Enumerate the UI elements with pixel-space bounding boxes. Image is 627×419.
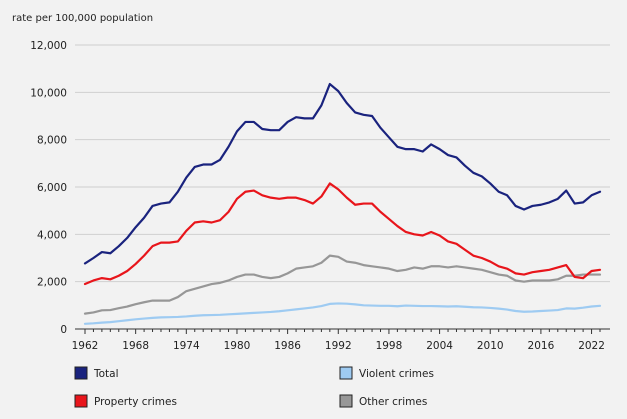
series-line-violent-crimes xyxy=(83,302,602,325)
x-tick-label: 1992 xyxy=(325,340,352,352)
series-line-property-crimes xyxy=(83,182,602,286)
x-tick-label: 1968 xyxy=(122,340,149,352)
legend-label: Total xyxy=(93,368,119,380)
y-tick-label: 0 xyxy=(60,324,67,336)
y-tick-label: 2,000 xyxy=(37,277,67,289)
legend-label: Property crimes xyxy=(94,396,177,408)
x-tick-label: 2016 xyxy=(528,340,555,352)
y-tick-label: 10,000 xyxy=(30,87,67,99)
legend-swatch xyxy=(74,394,88,408)
series-lines xyxy=(83,82,602,325)
legend-swatch xyxy=(339,394,353,408)
legend-item: Other crimes xyxy=(339,394,427,408)
legend-item: Total xyxy=(74,366,119,380)
x-axis: 1962 1968 1974 1980 1986 1992 1998 2004 2010 2016… xyxy=(72,328,610,352)
series-line-total xyxy=(83,82,602,265)
legend-label: Other crimes xyxy=(359,396,427,408)
legend: Total Violent crimes Property crimes Other … xyxy=(74,366,434,408)
y-tick-label: 6,000 xyxy=(37,182,67,194)
legend-item: Violent crimes xyxy=(339,366,434,380)
legend-swatch xyxy=(74,366,88,380)
x-tick-label: 1962 xyxy=(72,340,99,352)
x-tick-label: 1986 xyxy=(274,340,301,352)
x-tick-label: 1998 xyxy=(376,340,403,352)
x-tick-label: 1974 xyxy=(173,340,200,352)
legend-item: Property crimes xyxy=(74,394,177,408)
y-axis-title: rate per 100,000 population xyxy=(12,13,153,24)
y-tick-label: 12,000 xyxy=(30,40,67,52)
x-tick-label: 2022 xyxy=(578,340,605,352)
legend-swatch xyxy=(339,366,353,380)
series-line-other-crimes xyxy=(83,254,602,315)
x-tick-label: 1980 xyxy=(224,340,251,352)
y-axis-ticks: 0 2,000 4,000 6,000 8,000 10,000 12,000 xyxy=(30,40,67,336)
x-tick-label: 2010 xyxy=(477,340,504,352)
y-tick-label: 4,000 xyxy=(37,229,67,241)
y-tick-label: 8,000 xyxy=(37,135,67,147)
x-tick-label: 2004 xyxy=(426,340,453,352)
legend-label: Violent crimes xyxy=(359,368,434,380)
